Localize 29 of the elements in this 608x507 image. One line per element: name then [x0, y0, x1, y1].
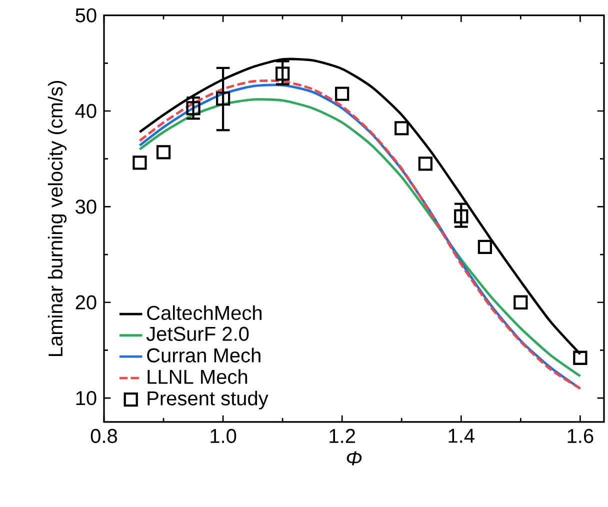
point [478, 240, 492, 254]
y-tick-label: 20 [76, 295, 96, 310]
x-tick-label: 0.8 [90, 428, 118, 444]
legend-label: CaltechMech [147, 305, 262, 320]
y-tick-label: 50 [76, 8, 96, 22]
x-axis-title: Φ [346, 451, 362, 466]
point [454, 209, 468, 224]
point [216, 92, 230, 106]
point [394, 121, 409, 136]
x-tick-label: 1.6 [568, 428, 594, 444]
legend-label: JetSurF 2.0 [146, 326, 249, 341]
point [418, 156, 432, 171]
point [132, 156, 147, 170]
legend-label: Present study [148, 390, 268, 410]
y-tick-label: 30 [76, 200, 96, 214]
x-tick-label: 1.4 [448, 428, 474, 443]
legend-label: LLNL Mech [148, 369, 248, 384]
y-tick-label: 10 [76, 390, 96, 406]
point [573, 350, 588, 365]
point [335, 86, 350, 101]
point [276, 66, 290, 81]
y-tick-label: 40 [75, 104, 96, 118]
x-tick-label: 1.2 [330, 428, 355, 443]
point [156, 145, 171, 160]
y-axis-title: Laminar burning velocity (cm/s) [48, 81, 67, 356]
point [514, 295, 528, 310]
x-tick-label: 1.0 [210, 428, 236, 444]
point [186, 101, 200, 116]
legend-label: Curran Mech [147, 348, 260, 362]
